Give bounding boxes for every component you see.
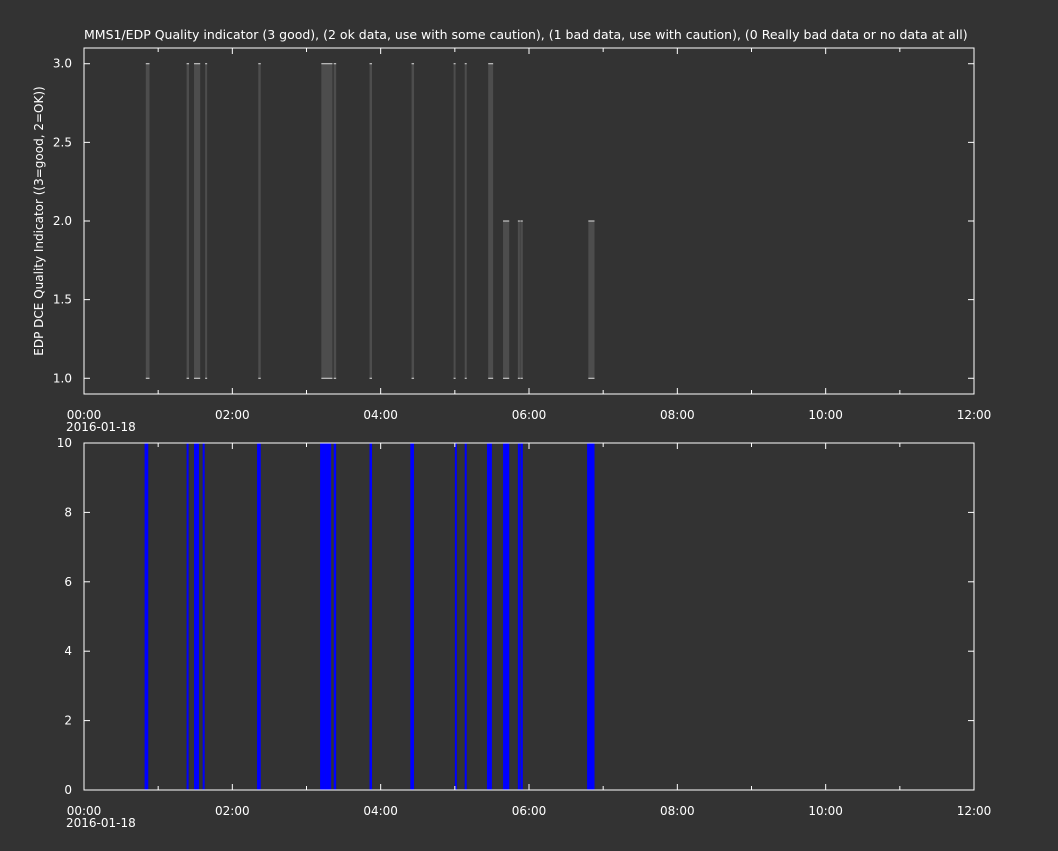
- y-tick-label: 4: [64, 644, 72, 658]
- bar: [144, 443, 149, 790]
- bar: [186, 443, 189, 790]
- bar: [194, 443, 199, 790]
- bar: [517, 443, 520, 790]
- x-tick-label: 00:00: [67, 408, 102, 422]
- x-date-label: 2016-01-18: [66, 420, 136, 434]
- bar: [503, 443, 510, 790]
- bar: [321, 63, 333, 379]
- plot-frame: [83, 442, 975, 791]
- x-tick-label: 06:00: [512, 804, 547, 818]
- x-tick-label: 08:00: [660, 408, 695, 422]
- x-tick-label: 08:00: [660, 804, 695, 818]
- bar: [486, 443, 492, 790]
- bar: [453, 63, 456, 379]
- x-tick-label: 04:00: [363, 408, 398, 422]
- x-tick-label: 02:00: [215, 804, 250, 818]
- bar: [464, 443, 467, 790]
- bar: [369, 63, 373, 379]
- bar: [194, 63, 201, 379]
- x-tick-label: 10:00: [808, 408, 843, 422]
- bar: [488, 63, 494, 379]
- bar: [205, 63, 208, 379]
- y-tick-label: 2.5: [53, 135, 72, 149]
- bar: [258, 63, 261, 379]
- plot-frame: [83, 47, 975, 395]
- x-tick-label: 12:00: [957, 804, 992, 818]
- bar: [517, 221, 520, 379]
- bar: [369, 443, 373, 790]
- y-tick-label: 6: [64, 575, 72, 589]
- bar: [503, 221, 510, 379]
- bar: [454, 443, 457, 790]
- bar: [257, 443, 261, 790]
- bar: [520, 221, 523, 379]
- x-tick-label: 04:00: [363, 804, 398, 818]
- bar: [325, 443, 332, 790]
- x-tick-label: 02:00: [215, 408, 250, 422]
- chart-title: MMS1/EDP Quality indicator (3 good), (2 …: [84, 27, 968, 42]
- bar: [587, 443, 595, 790]
- x-tick-label: 12:00: [957, 408, 992, 422]
- bar: [520, 443, 523, 790]
- y-tick-label: 8: [64, 505, 72, 519]
- y-tick-label: 1.0: [53, 371, 72, 385]
- bar: [145, 63, 150, 379]
- y-tick-label: 2.0: [53, 214, 72, 228]
- x-tick-label: 10:00: [808, 804, 843, 818]
- top-panel: 1.0 1.5 2.0 2.5 3.0 00:00 02:00 04:00 06:00 08:00…: [32, 47, 992, 434]
- bar: [320, 443, 326, 790]
- bar: [410, 443, 415, 790]
- y-axis-label: EDP DCE Quality Indicator ((3=good, 2=OK…: [32, 86, 46, 355]
- bar: [186, 63, 190, 379]
- y-tick-label: 2: [64, 714, 72, 728]
- x-date-label: 2016-01-18: [66, 816, 136, 830]
- bar: [333, 63, 337, 379]
- x-tick-label: 00:00: [67, 804, 102, 818]
- y-tick-label: 3.0: [53, 57, 72, 71]
- y-tick-label: 1.5: [53, 293, 72, 307]
- bar: [588, 221, 595, 379]
- bar: [333, 443, 337, 790]
- bottom-panel: 0 2 4 6 8 10 00:00 02:00 04:00 06:00 08:00 10:00 12:…: [57, 436, 992, 830]
- bar: [202, 443, 205, 790]
- bar: [411, 63, 415, 379]
- y-tick-label: 10: [57, 436, 72, 450]
- bar: [464, 63, 467, 379]
- x-tick-label: 06:00: [512, 408, 547, 422]
- y-tick-label: 0: [64, 783, 72, 797]
